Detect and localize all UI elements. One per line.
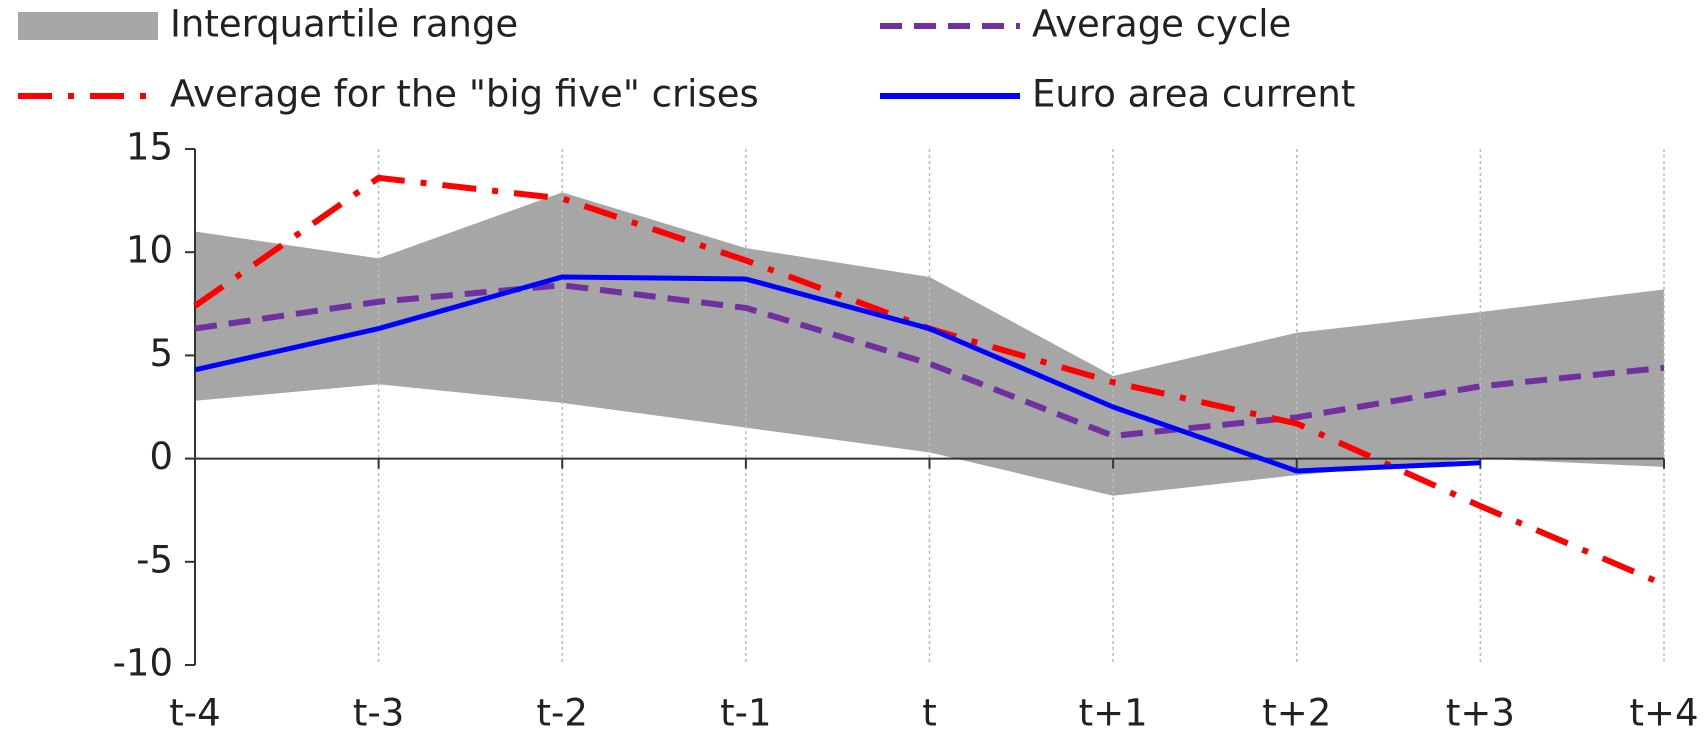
- x-tick-label: t+1: [1079, 692, 1148, 735]
- legend-label: Interquartile range: [170, 3, 518, 46]
- x-tick-label: t-2: [537, 692, 588, 735]
- series-line: [194, 282, 1665, 439]
- y-tick-label: -5: [136, 538, 173, 581]
- y-tick-label: 0: [149, 435, 173, 478]
- x-tick-label: t+4: [1629, 692, 1698, 735]
- legend-label: Average for the "big five" crises: [170, 73, 759, 116]
- y-tick-label: 5: [149, 332, 173, 375]
- x-tick-label: t+3: [1446, 692, 1515, 735]
- x-tick-label: t-3: [353, 692, 404, 735]
- x-tick-label: t-4: [169, 692, 220, 735]
- x-tick-label: t: [922, 692, 937, 735]
- x-tick-label: t-1: [720, 692, 771, 735]
- legend-swatch: [18, 12, 158, 40]
- y-tick-label: 10: [126, 229, 173, 272]
- series-line: [194, 274, 1481, 474]
- y-tick-label: -10: [113, 642, 173, 685]
- y-tick-label: 15: [126, 126, 173, 169]
- legend-label: Euro area current: [1032, 73, 1355, 116]
- x-tick-label: t+2: [1262, 692, 1331, 735]
- legend-label: Average cycle: [1032, 3, 1291, 46]
